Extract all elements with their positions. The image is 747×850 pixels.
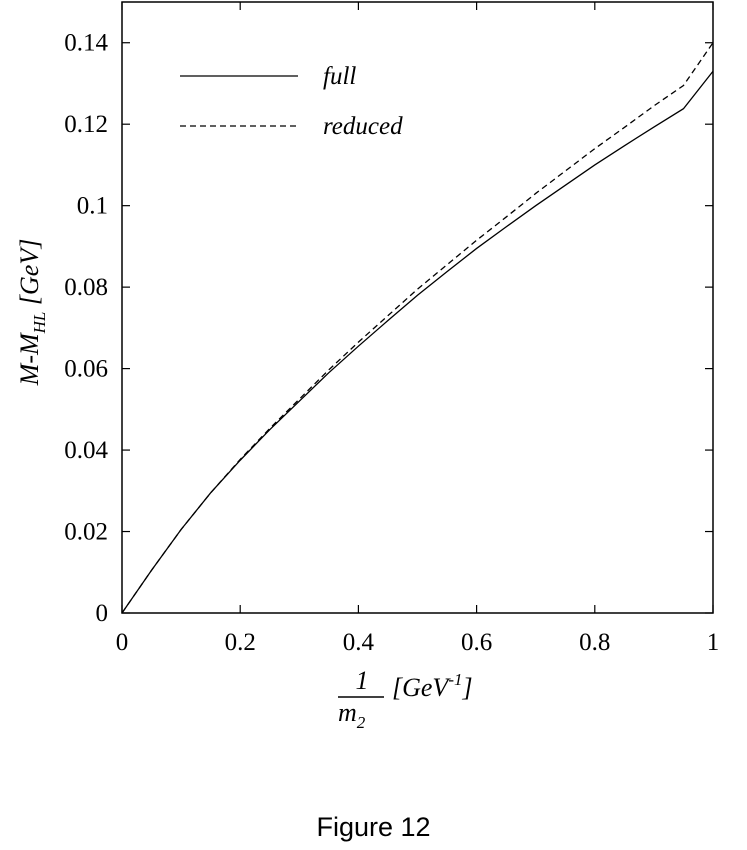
x-tick-label-3: 0.6 [461, 629, 492, 656]
legend-label-reduced: reduced [323, 113, 403, 140]
y-tick-label-3: 0.06 [64, 356, 108, 383]
plot-frame [121, 1, 714, 614]
y-tick-label-4: 0.08 [64, 274, 108, 301]
y-tick-label-0: 0 [96, 600, 109, 627]
series-line-full [121, 70, 714, 614]
x-tick-label-1: 0.2 [225, 629, 256, 656]
series-layer [121, 42, 714, 614]
x-tick-label-0: 0 [116, 629, 129, 656]
chart-canvas: 0 0.2 0.4 0.6 0.8 1 0 0.02 0.04 0.06 0.08 0.1 0.12 0.… [15, 1, 719, 732]
series-line-reduced [121, 42, 714, 614]
x-axis-label-numerator: 1 [356, 666, 369, 695]
legend-label-full: full [323, 63, 356, 90]
x-axis-label-unit: [GeV-1] [392, 670, 473, 702]
x-axis-label-denominator: m2 [338, 698, 366, 732]
y-tick-label-6: 0.12 [64, 111, 108, 138]
axis-tick-labels: 0 0.2 0.4 0.6 0.8 1 0 0.02 0.04 0.06 0.08 0.1 0.12 0.… [64, 30, 719, 656]
y-tick-label-5: 0.1 [77, 193, 108, 220]
y-tick-label-1: 0.02 [64, 519, 108, 546]
figure-caption: Figure 12 [316, 812, 431, 842]
legend: full reduced [180, 63, 403, 140]
y-tick-label-2: 0.04 [64, 437, 108, 464]
x-tick-label-2: 0.4 [343, 629, 375, 656]
y-axis-label: M-MHL [GeV] [15, 239, 49, 387]
y-tick-label-7: 0.14 [64, 30, 108, 57]
x-axis-label: 1 m2 [GeV-1] [338, 666, 473, 732]
axis-ticks [121, 2, 714, 614]
x-tick-label-4: 0.8 [579, 629, 610, 656]
x-tick-label-5: 1 [707, 629, 720, 656]
